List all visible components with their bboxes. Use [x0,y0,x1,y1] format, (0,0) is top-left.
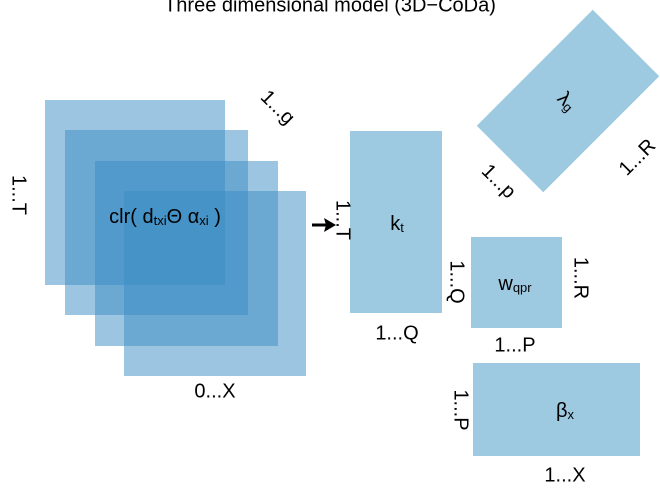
slice [124,191,306,376]
dim-label: 0...X [194,380,235,402]
w-matrix [471,237,562,328]
dim-label: 1...X [544,464,585,486]
dim-label: 1...P [450,389,472,430]
label-part: txi [154,213,167,228]
dim-label: 1...Q [375,322,418,344]
label-part: clr( d [109,206,153,228]
k-label: kt [390,213,404,235]
tensor-label: clr( dtxiΘ αxi ) [109,206,221,228]
k-matrix [350,131,442,313]
dim-label: 1...p [477,160,520,203]
dim-label: 1...P [494,334,535,356]
dim-label: 1...g [256,86,299,129]
dim-label: 1...T [8,175,30,215]
label-part: w [497,273,513,295]
lambda-matrix [476,9,660,193]
dim-label: 1...Q [446,260,468,303]
title: Three dimensional model (3D−CoDa) [164,0,496,16]
dim-label: 1...R [615,135,660,180]
w-label: wqpr [497,273,532,295]
dim-label: 1...T [332,200,354,240]
dim-label: 1...R [570,257,592,299]
label-part: qpr [513,280,532,295]
label-part: k [390,213,401,235]
tensor-slices [45,100,306,376]
label-part: β [556,400,568,422]
beta-matrix [473,363,640,456]
label-part: x [568,407,575,422]
beta-label: βx [556,400,575,422]
label-part: t [400,220,404,235]
label-part: Θ α [167,206,200,228]
label-part: ) [209,206,221,228]
arrow [312,218,336,232]
label-part: xi [199,213,209,228]
